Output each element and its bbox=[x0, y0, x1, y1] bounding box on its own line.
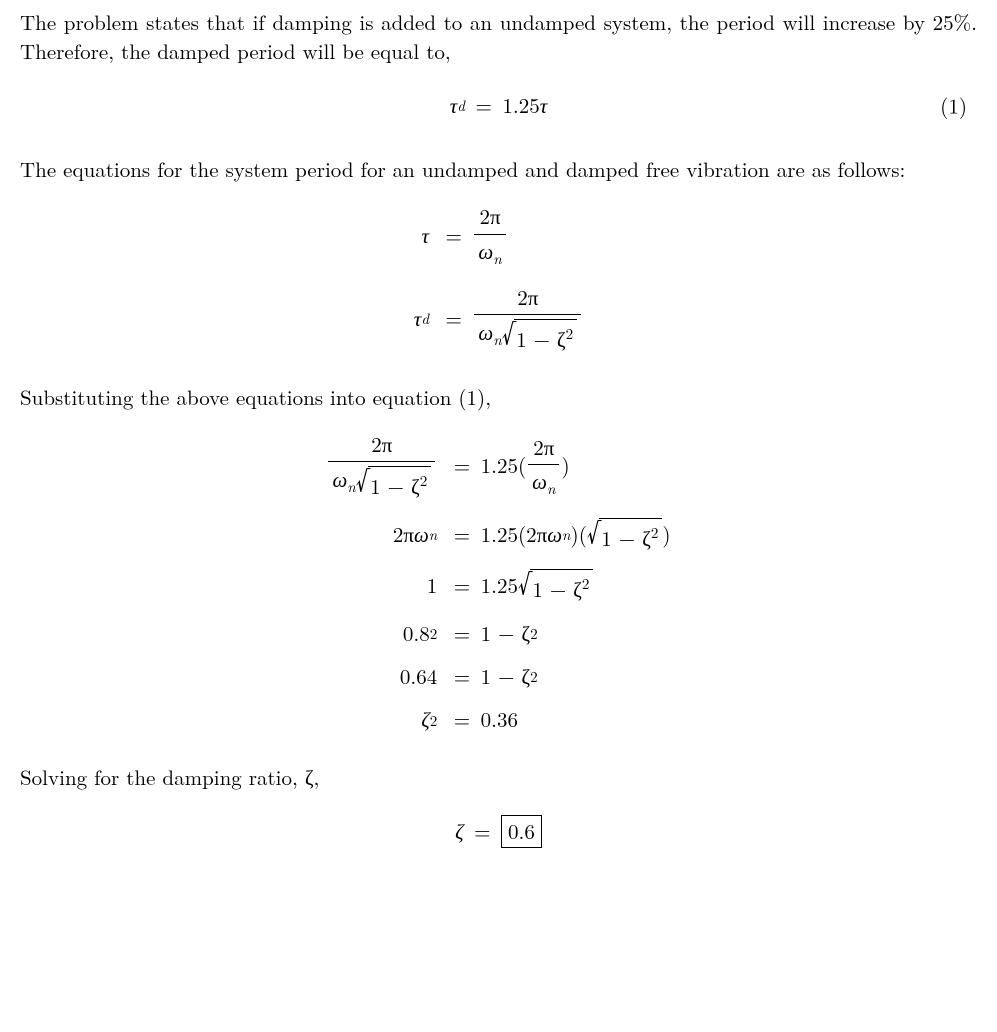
l1-sqrt-body: 1 − ζ bbox=[370, 471, 420, 501]
l3-sqrt-body: 1 − ζ bbox=[532, 574, 582, 604]
l5-r: 1 − ζ bbox=[481, 662, 531, 691]
l3-sqrt-sup: 2 bbox=[582, 573, 590, 594]
paragraph-1: The problem states that if damping is ad… bbox=[20, 8, 977, 67]
l2-rb: )( bbox=[571, 520, 587, 549]
num-2pi: 2π bbox=[480, 201, 501, 231]
l1-r-omega-sub: n bbox=[547, 478, 556, 499]
l1-r-omega: ω bbox=[532, 466, 547, 496]
equation-2: τ = 2π ωn τd = 2π ωn√1 − ζ2 bbox=[20, 202, 977, 355]
l1-omega-sub: n bbox=[347, 477, 356, 498]
l6-l: ζ bbox=[421, 705, 430, 734]
l1-r-num: 2π bbox=[533, 432, 554, 462]
eq1-factor: 1.25 bbox=[502, 91, 539, 120]
l4-r: 1 − ζ bbox=[481, 619, 531, 648]
fraction-tau-d: 2π ωn√1 − ζ2 bbox=[474, 283, 581, 355]
l5-l: 0.64 bbox=[400, 662, 437, 691]
sqrt-body-1: 1 − ζ bbox=[516, 324, 566, 354]
fraction-line1-right: 2π ωn bbox=[528, 433, 559, 500]
l3-ra: 1.25 bbox=[481, 571, 518, 600]
l3-sqrt: √1 − ζ2 bbox=[518, 567, 593, 604]
omega-n: ω bbox=[478, 236, 493, 266]
l2-rc: ) bbox=[662, 520, 670, 549]
l1-r-close: ) bbox=[561, 451, 569, 480]
l3-l: 1 bbox=[427, 571, 438, 600]
l4-l: 0.8 bbox=[403, 619, 430, 648]
equation-number-1: (1) bbox=[940, 91, 967, 120]
l2-sqrt-body: 1 − ζ bbox=[601, 523, 651, 553]
l1-sqrt: √1 − ζ2 bbox=[356, 464, 431, 501]
paragraph-4: Solving for the damping ratio, ζ, bbox=[20, 763, 977, 792]
l4-l-sup: 2 bbox=[430, 623, 438, 644]
sqrt-1-zeta: √1 − ζ2 bbox=[502, 317, 577, 354]
l2-omega: ω bbox=[414, 520, 429, 549]
l5-r-sup: 2 bbox=[530, 666, 538, 687]
equation-final: ζ = 0.6 bbox=[20, 810, 977, 852]
l1-omega: ω bbox=[332, 464, 347, 494]
equation-3: 2π ωn√1 − ζ2 = 1.25( 2π ωn ) 2πωn = 1.25… bbox=[20, 430, 977, 735]
l6-l-sup: 2 bbox=[430, 710, 438, 731]
l6-r: 0.36 bbox=[481, 705, 518, 734]
l2-r-omega: ω bbox=[547, 520, 562, 549]
paragraph-3: Substituting the above equations into eq… bbox=[20, 383, 977, 412]
fraction-line1-left: 2π ωn√1 − ζ2 bbox=[328, 430, 435, 502]
omega-n-sub: n bbox=[493, 248, 502, 269]
tau-d-subscript: d bbox=[457, 95, 465, 116]
zeta-final: ζ bbox=[455, 817, 464, 846]
l1-r-factor: 1.25( bbox=[481, 451, 527, 480]
equation-1: τd = 1.25τ (1) bbox=[20, 85, 977, 127]
l2-r-omega-sub: n bbox=[562, 524, 571, 545]
paragraph-2: The equations for the system period for … bbox=[20, 155, 977, 184]
tau-symbol-2: τ bbox=[422, 221, 430, 250]
l2-omega-sub: n bbox=[429, 524, 438, 545]
omega-n-sub-b: n bbox=[493, 330, 502, 351]
l2-sqrt-sup: 2 bbox=[651, 522, 659, 543]
l1-num: 2π bbox=[371, 429, 392, 459]
l4-r-sup: 2 bbox=[530, 623, 538, 644]
omega-n-b: ω bbox=[478, 317, 493, 347]
tau-symbol: τ bbox=[540, 91, 548, 120]
boxed-answer: 0.6 bbox=[501, 815, 542, 848]
l2-sqrt: √1 − ζ2 bbox=[587, 516, 662, 553]
l1-sqrt-sup: 2 bbox=[420, 470, 428, 491]
num-2pi-b: 2π bbox=[517, 282, 538, 312]
sqrt-sup-1: 2 bbox=[566, 323, 574, 344]
tau-d-symbol-2: τ bbox=[414, 304, 422, 333]
tau-d-symbol: τ bbox=[450, 91, 458, 120]
fraction-tau: 2π ωn bbox=[474, 202, 505, 269]
l2-l: 2π bbox=[393, 520, 414, 549]
l2-ra: 1.25(2π bbox=[481, 520, 548, 549]
tau-d-sub-2: d bbox=[421, 308, 429, 329]
